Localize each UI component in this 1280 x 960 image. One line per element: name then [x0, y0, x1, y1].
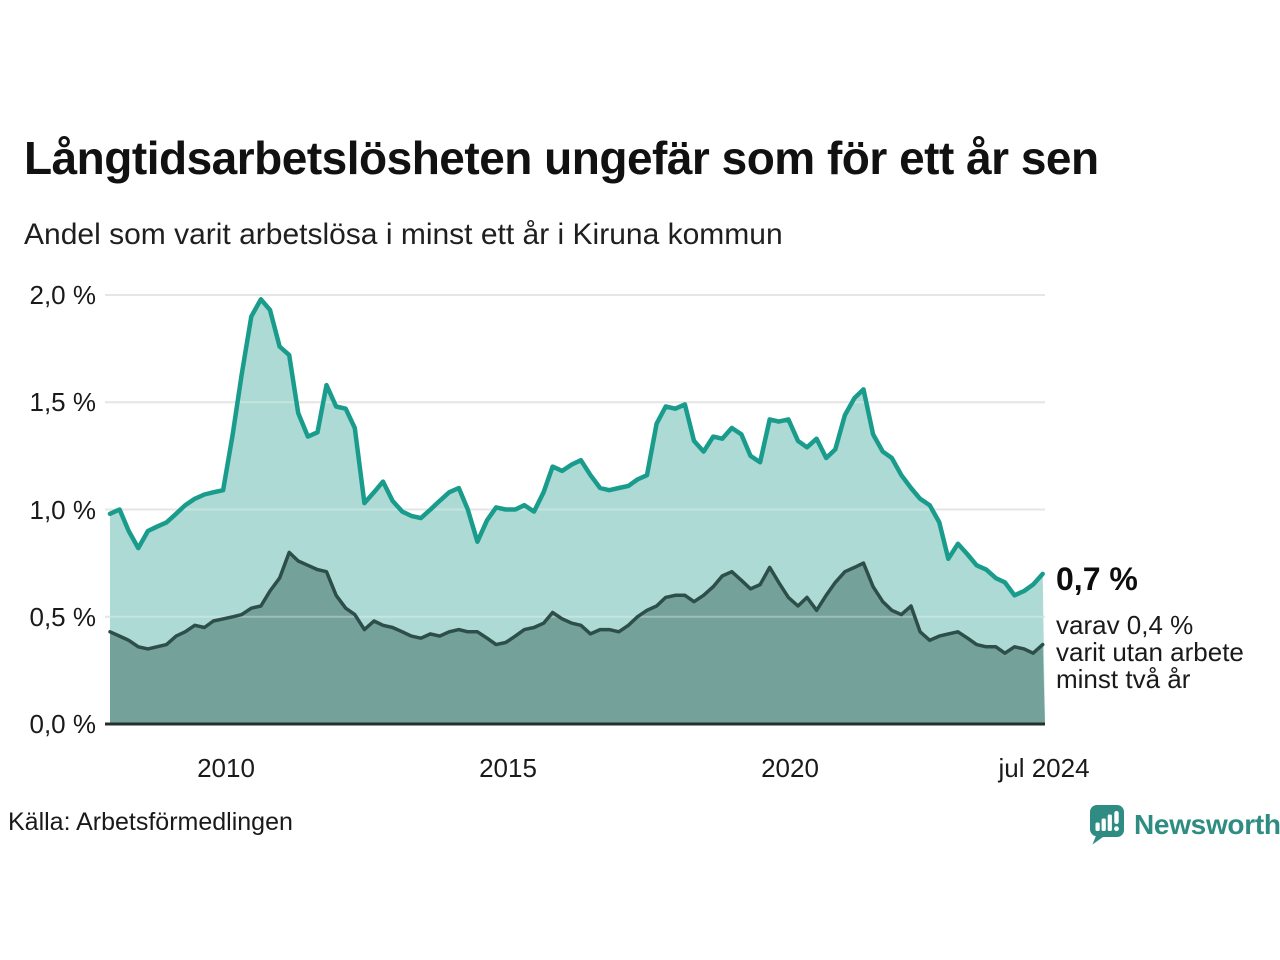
page-title: Långtidsarbetslösheten ungefär som för e…: [24, 132, 1099, 184]
x-tick-label: jul 2024: [998, 753, 1090, 783]
line-unemployed-one-year: [107, 297, 1045, 598]
annotation-line: varit utan arbete: [1056, 637, 1244, 667]
x-tick-label: 2010: [197, 753, 255, 783]
newsworthy-branding: Newsworthy: [1088, 803, 1280, 847]
y-tick-label: 0,0 %: [29, 709, 97, 739]
line-unemployed-two-years: [108, 550, 1045, 655]
page-subtitle: Andel som varit arbetslösa i minst ett å…: [24, 218, 783, 251]
y-tick-label: 1,5 %: [29, 387, 97, 417]
newsworthy-logo-icon: [1088, 803, 1126, 847]
y-tick-label: 0,5 %: [29, 602, 97, 632]
area-unemployed-two-years: [110, 552, 1045, 724]
y-tick-label: 1,0 %: [29, 495, 97, 525]
end-value-label: 0,7 %: [1056, 561, 1138, 597]
source-attribution: Källa: Arbetsförmedlingen: [8, 808, 293, 836]
x-tick-label: 2015: [479, 753, 537, 783]
annotation-line: minst två år: [1056, 664, 1191, 694]
end-value-sublabel: varav 0,4 % varit utan arbete minst två …: [1056, 612, 1244, 693]
x-tick-label: 2020: [761, 753, 819, 783]
newsworthy-brand-name: Newsworthy: [1134, 809, 1280, 840]
annotation-line: varav 0,4 %: [1056, 610, 1194, 640]
y-tick-label: 2,0 %: [29, 280, 97, 310]
